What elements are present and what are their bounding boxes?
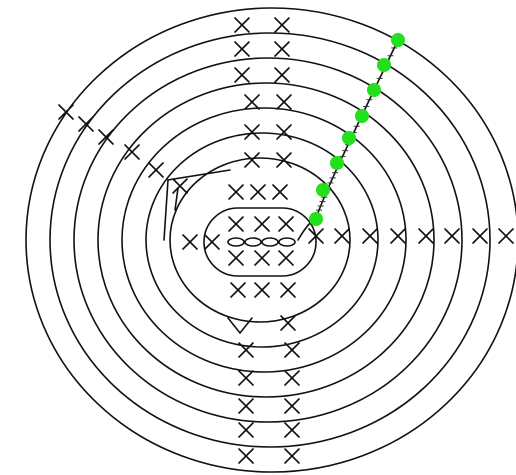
stitch-x (276, 152, 292, 168)
stitch-x (182, 234, 198, 250)
stitch-x (284, 398, 300, 414)
stitch-x (362, 228, 378, 244)
stitch-x (228, 216, 244, 232)
stitch-x (284, 342, 300, 358)
stitch-x (274, 17, 290, 33)
stitch-marks (58, 17, 514, 464)
round-6 (73, 57, 463, 423)
round-3 (145, 132, 379, 348)
stitch-x (284, 370, 300, 386)
stitch-x (254, 250, 270, 266)
round-outer-8 (25, 7, 516, 473)
round-7 (49, 32, 491, 448)
join-line-2 (174, 187, 179, 211)
stitch-x (204, 234, 220, 250)
stitch-x (238, 422, 254, 438)
stitch-x (276, 94, 292, 110)
stitch-x (234, 17, 250, 33)
chain-4 (278, 237, 296, 247)
round-4 (121, 107, 407, 373)
chain-1 (227, 237, 245, 247)
stitch-x (274, 67, 290, 83)
stitch-x (172, 178, 188, 194)
round-start-markers (309, 33, 405, 226)
stitch-x (272, 184, 288, 200)
stitch-x (418, 228, 434, 244)
stitch-x (278, 216, 294, 232)
stitch-x (78, 116, 94, 132)
stitch-x (472, 228, 488, 244)
stitch-x (284, 448, 300, 464)
stitch-x (238, 398, 254, 414)
stitch-x (58, 104, 74, 120)
stitch-x (280, 282, 296, 298)
stitch-x (444, 228, 460, 244)
stitch-x (274, 41, 290, 57)
stitch-x (280, 315, 296, 331)
rounds-group (25, 7, 516, 473)
join-line-1 (163, 169, 231, 241)
round-start-marker (377, 58, 391, 72)
stitch-x (230, 282, 246, 298)
round-1-base (203, 207, 317, 277)
chain-3 (261, 237, 279, 247)
stitch-x (284, 422, 300, 438)
round-start-marker (367, 83, 381, 97)
round-2 (169, 157, 351, 323)
stitch-x (148, 162, 164, 178)
stitch-x (308, 228, 324, 244)
stitch-x (276, 124, 292, 140)
round-start-marker (316, 183, 330, 197)
stitch-x (238, 448, 254, 464)
join-lines (163, 169, 231, 241)
increase-v-mark (227, 317, 253, 335)
stitch-x (228, 250, 244, 266)
stitch-x (254, 282, 270, 298)
stitch-x (254, 216, 270, 232)
stitch-x (228, 184, 244, 200)
round-5 (97, 82, 435, 398)
round-start-marker (330, 156, 344, 170)
stitch-x (244, 94, 260, 110)
increase-v (227, 317, 253, 335)
foundation-chain (227, 237, 296, 247)
round-start-marker (355, 109, 369, 123)
stitch-x (238, 342, 254, 358)
round-start-marker (391, 33, 405, 47)
stitch-x (334, 228, 350, 244)
stitch-x (124, 144, 140, 160)
stitch-x (278, 250, 294, 266)
stitch-x (390, 228, 406, 244)
stitch-x (238, 370, 254, 386)
stitch-x (234, 67, 250, 83)
round-start-marker (309, 212, 323, 226)
stitch-x (498, 228, 514, 244)
chain-2 (244, 237, 262, 247)
stitch-x (250, 184, 266, 200)
stitch-x (234, 41, 250, 57)
stitch-x (98, 129, 114, 145)
round-start-marker (342, 131, 356, 145)
stitch-x (244, 124, 260, 140)
stitch-x (244, 152, 260, 168)
